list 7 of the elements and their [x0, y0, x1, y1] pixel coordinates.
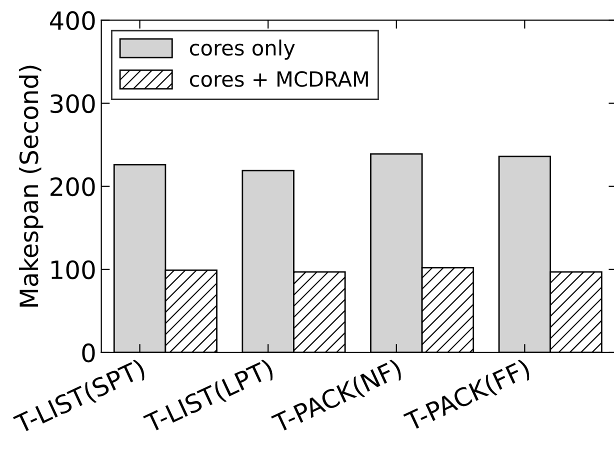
- y-axis-title: Makespan (Second): [18, 66, 44, 307]
- y-tick-label: 200: [50, 177, 95, 196]
- y-tick-label: 100: [51, 260, 95, 280]
- legend-label: cores + MCDRAM: [190, 71, 368, 87]
- legend-label: cores only: [190, 40, 295, 60]
- y-tick-label: 300: [50, 94, 95, 114]
- y-tick-label: 400: [50, 11, 95, 30]
